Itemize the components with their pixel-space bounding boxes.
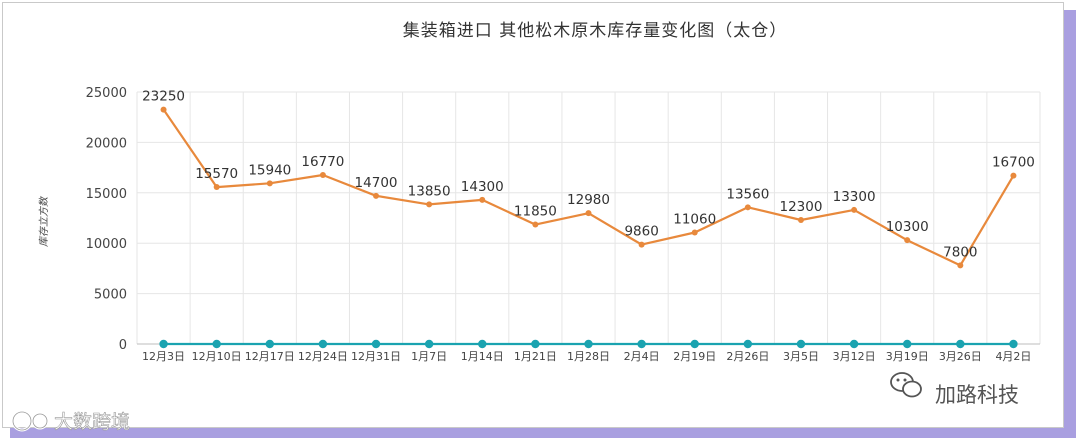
data-point — [532, 221, 539, 228]
x-tick-label: 1月28日 — [567, 350, 610, 363]
data-point — [797, 217, 804, 224]
x-tick-label: 2月19日 — [673, 350, 716, 363]
data-point — [744, 204, 751, 211]
data-point — [637, 339, 646, 349]
x-ticks: 12月3日 12月10日 12月17日 12月24日 12月31日 1月7日 1月14日 1月… — [142, 350, 1031, 363]
data-point — [371, 339, 381, 349]
data-point — [160, 106, 167, 113]
y-tick-label: 20000 — [86, 136, 127, 151]
data-label: 23250 — [142, 89, 185, 105]
chart-title: 集装箱进口 其他松木原木库存量变化图（太仓） — [403, 21, 787, 41]
x-tick-label: 4月2日 — [995, 350, 1031, 363]
data-point — [212, 339, 221, 349]
x-tick-label: 12月31日 — [351, 350, 401, 363]
y-tick-label: 25000 — [86, 86, 127, 101]
x-tick-label: 12月17日 — [245, 350, 295, 363]
data-point — [956, 339, 965, 349]
data-point — [690, 339, 699, 349]
data-label: 12300 — [779, 199, 822, 215]
watermark-right: 加路科技 — [890, 372, 1019, 407]
y-axis-label: 库存立方数 — [38, 195, 50, 247]
data-point — [1010, 172, 1017, 179]
data-point — [424, 339, 434, 349]
data-point — [319, 171, 326, 178]
x-tick-label: 1月21日 — [514, 350, 557, 363]
x-tick-label: 12月24日 — [298, 350, 348, 363]
data-label: 16770 — [301, 154, 344, 170]
data-point — [531, 339, 540, 349]
series-line — [162, 108, 1015, 267]
y-tick-label: 0 — [119, 338, 127, 353]
data-label: 12980 — [567, 192, 610, 208]
x-tick-label: 2月4日 — [624, 350, 660, 363]
data-label: 9860 — [624, 224, 658, 240]
x-tick-label: 2月26日 — [726, 350, 769, 363]
watermark-left-text: 大数跨境 — [54, 411, 130, 433]
data-label: 13850 — [408, 183, 451, 199]
x-tick-label: 3月26日 — [939, 350, 982, 363]
x-tick-label: 3月12日 — [833, 350, 876, 363]
data-label: 7800 — [943, 244, 977, 260]
data-point — [691, 229, 698, 236]
data-point — [266, 180, 273, 187]
data-point — [373, 192, 380, 199]
watermark-left: 大数跨境 — [11, 410, 130, 433]
x-tick-label: 12月10日 — [192, 350, 242, 363]
data-label: 13560 — [726, 186, 769, 202]
data-point — [904, 237, 911, 244]
data-point — [957, 262, 964, 269]
data-labels: 23250 15570 15940 16770 14700 13850 14300 11850… — [142, 89, 1035, 261]
y-tick-label: 10000 — [86, 237, 127, 252]
data-label: 13300 — [833, 189, 876, 205]
data-point — [638, 241, 645, 248]
data-label: 14700 — [355, 175, 398, 191]
x-tick-label: 12月3日 — [142, 350, 185, 363]
data-point — [1009, 339, 1018, 349]
series-points — [159, 106, 1018, 349]
data-point — [265, 339, 274, 349]
wechat-icon — [890, 372, 922, 398]
data-label: 16700 — [992, 155, 1035, 171]
data-label: 11850 — [514, 204, 557, 220]
x-tick-label: 3月5日 — [783, 350, 819, 363]
brand-logo-icon — [11, 410, 49, 432]
data-label: 14300 — [461, 179, 504, 195]
y-ticks: 0 5000 10000 15000 20000 25000 — [86, 86, 127, 353]
y-tick-label: 15000 — [86, 187, 127, 202]
gridlines — [136, 91, 1041, 345]
data-label: 11060 — [673, 212, 716, 228]
data-point — [479, 196, 486, 203]
y-tick-label: 5000 — [94, 288, 127, 303]
watermark-right-text: 加路科技 — [935, 383, 1019, 407]
data-label: 15570 — [195, 166, 238, 182]
data-label: 10300 — [886, 219, 929, 235]
x-tick-label: 3月19日 — [886, 350, 929, 363]
data-label: 15940 — [248, 162, 291, 178]
x-tick-label: 1月7日 — [411, 350, 447, 363]
data-point — [849, 339, 859, 349]
data-point — [851, 206, 858, 213]
data-point — [426, 201, 433, 208]
data-point — [584, 339, 593, 349]
data-point — [585, 210, 592, 217]
chart-card — [2, 2, 1064, 428]
data-point — [318, 339, 328, 349]
data-point — [478, 339, 487, 349]
data-point — [213, 184, 220, 191]
data-point — [743, 339, 753, 349]
data-point — [159, 339, 168, 349]
x-tick-label: 1月14日 — [461, 350, 504, 363]
data-point — [796, 339, 806, 349]
data-point — [903, 339, 912, 349]
